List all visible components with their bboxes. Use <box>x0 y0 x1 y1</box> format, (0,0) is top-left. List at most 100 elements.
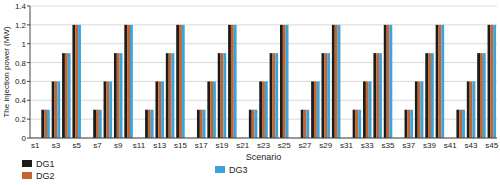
y-tick-label: 0.4 <box>15 96 27 105</box>
bar <box>436 25 439 138</box>
legend-entry: DG1 <box>22 159 55 169</box>
bar <box>52 81 55 138</box>
bar <box>353 110 356 138</box>
legend-swatch <box>22 160 32 167</box>
bar <box>324 53 327 138</box>
bar <box>317 81 320 138</box>
x-tick-label: s41 <box>444 141 457 150</box>
x-tick-label: s13 <box>153 141 166 150</box>
x-tick-label: s9 <box>114 141 123 150</box>
bar <box>355 110 358 138</box>
x-tick-label: s5 <box>72 141 81 150</box>
bar <box>44 110 47 138</box>
bar <box>428 53 431 138</box>
bar <box>490 25 493 138</box>
bar <box>218 53 221 138</box>
bar <box>114 53 117 138</box>
bar <box>332 25 335 138</box>
bar <box>106 81 109 138</box>
x-tick-label: s29 <box>319 141 332 150</box>
bar <box>158 81 161 138</box>
bar <box>286 25 289 138</box>
bar <box>231 25 234 138</box>
bar <box>338 25 341 138</box>
x-tick-label: s25 <box>278 141 291 150</box>
x-tick-label: s33 <box>361 141 374 150</box>
bar <box>127 25 130 138</box>
bar <box>176 25 179 138</box>
bar <box>55 81 58 138</box>
bar <box>327 53 330 138</box>
bar <box>203 110 206 138</box>
x-tick-label: s11 <box>133 141 146 150</box>
x-tick-label: s21 <box>236 141 249 150</box>
bar <box>68 53 71 138</box>
bar <box>280 25 283 138</box>
bar <box>179 25 182 138</box>
y-tick-label: 0.8 <box>15 59 27 68</box>
bar <box>415 81 418 138</box>
bar <box>109 81 112 138</box>
y-axis-title: The injection power (MW) <box>2 26 11 117</box>
x-axis-title: Scenario <box>246 152 282 162</box>
bar <box>99 110 102 138</box>
bar <box>369 81 372 138</box>
y-axis <box>30 6 31 138</box>
bar <box>462 110 465 138</box>
bar <box>425 53 428 138</box>
legend-label: DG3 <box>229 165 248 175</box>
bar <box>493 25 496 138</box>
bar <box>373 53 376 138</box>
bar <box>389 25 392 138</box>
grid-line <box>30 43 497 44</box>
bar <box>221 53 224 138</box>
bar <box>62 53 65 138</box>
bar <box>172 53 175 138</box>
bar <box>275 53 278 138</box>
bar <box>304 110 307 138</box>
bar <box>488 25 491 138</box>
bar <box>262 81 265 138</box>
legend-entry: DG3 <box>215 165 248 175</box>
bar <box>431 53 434 138</box>
bar <box>456 110 459 138</box>
bar <box>335 25 338 138</box>
bar <box>47 110 50 138</box>
x-tick-label: s43 <box>465 141 478 150</box>
bar <box>65 53 68 138</box>
bar <box>169 53 172 138</box>
bar <box>405 110 408 138</box>
chart: 00.20.40.60.811.21.4s1s3s5s7s9s11s13s15s… <box>0 0 500 185</box>
bar <box>301 110 304 138</box>
bar <box>322 53 325 138</box>
x-tick-label: s17 <box>195 141 208 150</box>
bar <box>161 81 164 138</box>
bar <box>410 110 413 138</box>
x-tick-label: s7 <box>93 141 102 150</box>
bar <box>387 25 390 138</box>
grid-line <box>30 138 497 139</box>
x-tick-label: s31 <box>340 141 353 150</box>
x-axis <box>30 138 497 139</box>
bar <box>418 81 421 138</box>
bar <box>311 81 314 138</box>
bar <box>41 110 44 138</box>
bar <box>480 53 483 138</box>
bar <box>407 110 410 138</box>
x-tick-label: s37 <box>402 141 415 150</box>
bar <box>151 110 154 138</box>
x-tick-label: s23 <box>257 141 270 150</box>
bar <box>421 81 424 138</box>
bar <box>270 53 273 138</box>
bar <box>283 25 286 138</box>
bar <box>207 81 210 138</box>
legend-label: DG2 <box>36 171 55 181</box>
bar <box>314 81 317 138</box>
bar <box>117 53 120 138</box>
bar <box>210 81 213 138</box>
bar <box>166 53 169 138</box>
bar <box>477 53 480 138</box>
bars <box>41 25 496 138</box>
bar <box>470 81 473 138</box>
bar <box>148 110 151 138</box>
